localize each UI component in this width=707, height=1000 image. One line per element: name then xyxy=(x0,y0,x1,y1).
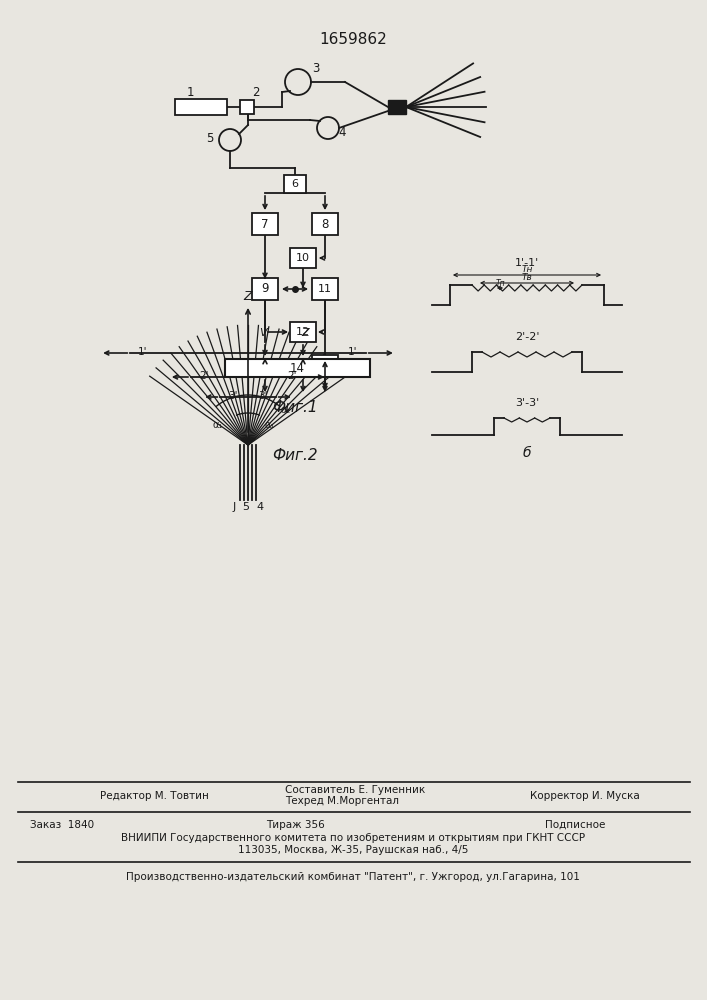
Text: 14: 14 xyxy=(289,361,305,374)
FancyBboxPatch shape xyxy=(290,322,316,342)
Text: Tв: Tв xyxy=(522,273,532,282)
Text: 3': 3' xyxy=(258,391,268,401)
Text: 5: 5 xyxy=(243,502,250,512)
Text: 8: 8 xyxy=(321,218,329,231)
Text: α₁: α₁ xyxy=(213,420,223,430)
Text: Z: Z xyxy=(244,290,252,304)
Text: 7: 7 xyxy=(262,218,269,231)
Text: J: J xyxy=(233,502,235,512)
Text: Tн: Tн xyxy=(521,265,532,274)
Text: 13: 13 xyxy=(318,360,332,370)
Text: 5: 5 xyxy=(206,131,214,144)
Text: Составитель Е. Гуменник: Составитель Е. Гуменник xyxy=(285,785,425,795)
Text: 1': 1' xyxy=(349,347,358,357)
Text: 2'-2': 2'-2' xyxy=(515,332,539,342)
Text: 2': 2' xyxy=(199,371,209,381)
FancyBboxPatch shape xyxy=(290,248,316,268)
FancyBboxPatch shape xyxy=(312,213,338,235)
FancyBboxPatch shape xyxy=(284,175,306,193)
Text: 2: 2 xyxy=(252,87,259,100)
Text: 4: 4 xyxy=(257,502,264,512)
Text: 1'-1': 1'-1' xyxy=(515,258,539,268)
Text: 3: 3 xyxy=(312,62,320,75)
Text: 6: 6 xyxy=(291,179,298,189)
Text: α₂: α₂ xyxy=(281,405,291,415)
Text: 1: 1 xyxy=(186,86,194,99)
Text: 1659862: 1659862 xyxy=(319,32,387,47)
Text: 3': 3' xyxy=(228,391,238,401)
Text: V: V xyxy=(259,328,267,338)
Text: Z: Z xyxy=(301,328,309,338)
Text: 3'-3': 3'-3' xyxy=(515,398,539,408)
Text: Корректор И. Муска: Корректор И. Муска xyxy=(530,791,640,801)
Text: α₁: α₁ xyxy=(265,420,275,430)
Text: 9: 9 xyxy=(262,282,269,296)
FancyBboxPatch shape xyxy=(252,278,278,300)
Text: Фиг.1: Фиг.1 xyxy=(272,399,318,414)
FancyBboxPatch shape xyxy=(252,213,278,235)
Text: ВНИИПИ Государственного комитета по изобретениям и открытиям при ГКНТ СССР: ВНИИПИ Государственного комитета по изоб… xyxy=(121,833,585,843)
FancyBboxPatch shape xyxy=(225,359,370,377)
Text: 113035, Москва, Ж-35, Раушская наб., 4/5: 113035, Москва, Ж-35, Раушская наб., 4/5 xyxy=(238,845,468,855)
Text: Фиг.2: Фиг.2 xyxy=(272,448,318,462)
Text: Техред М.Моргентал: Техред М.Моргентал xyxy=(285,796,399,806)
Text: 12: 12 xyxy=(296,327,310,337)
Text: 11: 11 xyxy=(318,284,332,294)
FancyBboxPatch shape xyxy=(312,278,338,300)
Text: n: n xyxy=(324,361,330,371)
Text: б: б xyxy=(522,446,531,460)
Text: 1': 1' xyxy=(139,347,148,357)
Text: Редактор М. Товтин: Редактор М. Товтин xyxy=(100,791,209,801)
FancyBboxPatch shape xyxy=(388,100,406,114)
Text: 4: 4 xyxy=(338,126,346,139)
Text: Tп: Tп xyxy=(495,278,505,288)
Text: Тираж 356: Тираж 356 xyxy=(266,820,325,830)
FancyBboxPatch shape xyxy=(175,99,227,115)
Text: Производственно-издательский комбинат "Патент", г. Ужгород, ул.Гагарина, 101: Производственно-издательский комбинат "П… xyxy=(126,872,580,882)
Text: Заказ  1840: Заказ 1840 xyxy=(30,820,94,830)
Text: 10: 10 xyxy=(296,253,310,263)
Text: 2': 2' xyxy=(288,371,297,381)
FancyBboxPatch shape xyxy=(312,355,338,375)
Text: Подписное: Подписное xyxy=(545,820,605,830)
FancyBboxPatch shape xyxy=(240,100,254,114)
